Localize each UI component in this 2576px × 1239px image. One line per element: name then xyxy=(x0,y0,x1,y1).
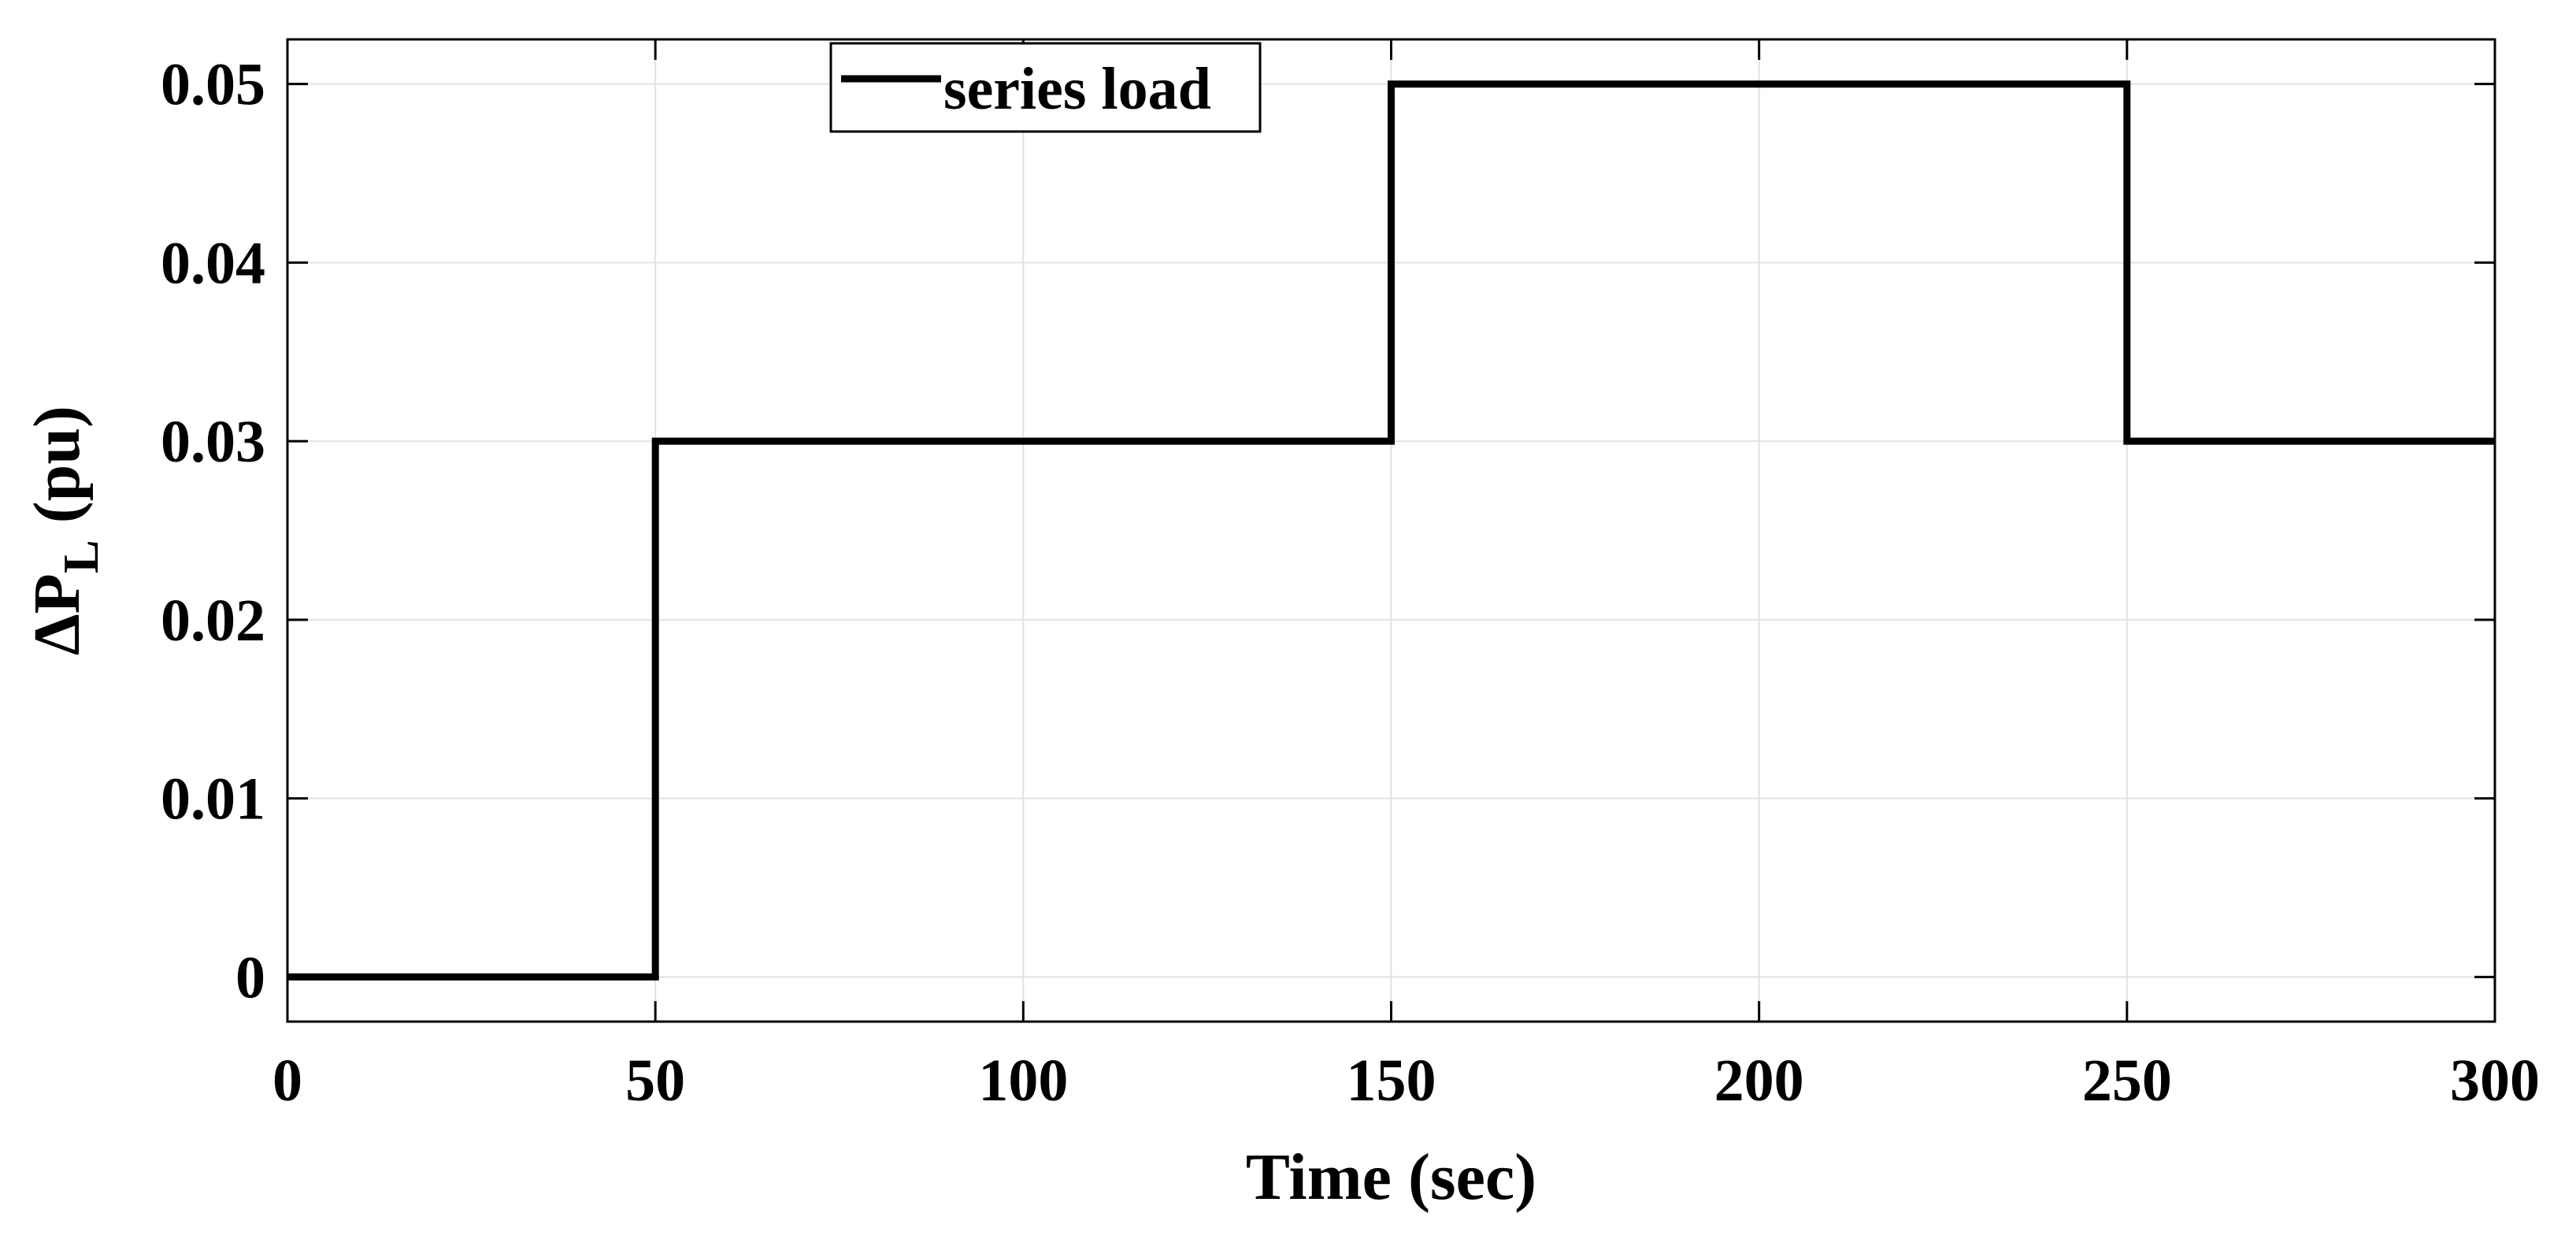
legend: series load xyxy=(829,42,1262,133)
series-layer xyxy=(287,80,2495,981)
y-tick-labels: 0 0.01 0.02 0.03 0.04 0.05 xyxy=(161,52,265,1011)
x-tick-labels: 0 50 100 150 200 250 300 xyxy=(272,1048,2540,1114)
y-axis-label-prefix: ΔP xyxy=(20,573,94,655)
y-tick-label: 0.05 xyxy=(161,52,265,118)
y-tick-label: 0.03 xyxy=(161,409,265,475)
x-tick-label: 150 xyxy=(1347,1048,1436,1114)
x-tick-label: 0 xyxy=(272,1048,302,1114)
y-tick-label: 0 xyxy=(235,944,265,1011)
y-tick-label: 0.01 xyxy=(161,766,265,833)
y-axis-label-subscript: L xyxy=(53,540,109,573)
x-tick-label: 250 xyxy=(2082,1048,2172,1114)
y-axis-label-suffix: (pu) xyxy=(20,406,94,540)
y-tick-label: 0.04 xyxy=(161,230,265,296)
y-tick-label: 0.02 xyxy=(161,588,265,654)
legend-label: series load xyxy=(943,56,1211,122)
series-line-series-load xyxy=(287,80,2495,981)
x-tick-label: 300 xyxy=(2450,1048,2540,1114)
y-axis-label: ΔPL (pu) xyxy=(20,406,109,655)
x-tick-label: 50 xyxy=(625,1048,685,1114)
x-tick-label: 100 xyxy=(978,1048,1068,1114)
legend-box xyxy=(829,42,1262,133)
plot-frame xyxy=(286,38,2496,1023)
x-tick-label: 200 xyxy=(1714,1048,1804,1114)
x-axis-label: Time (sec) xyxy=(1246,1141,1536,1214)
